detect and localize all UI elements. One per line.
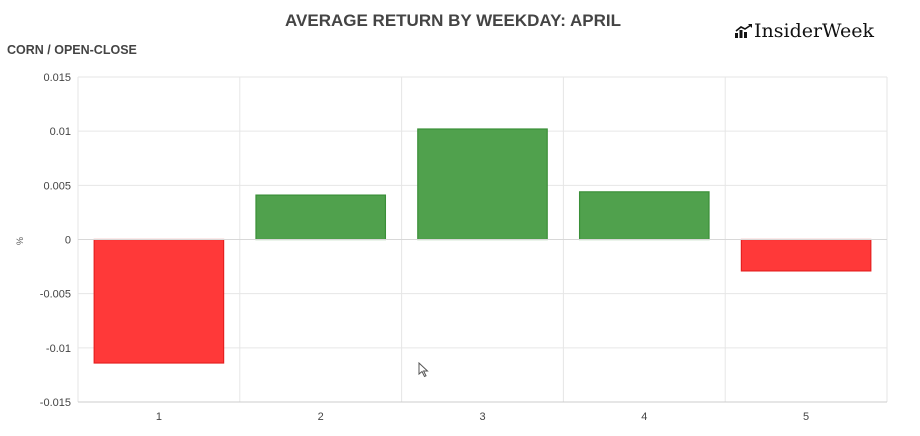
y-tick-label: -0.01	[46, 343, 71, 355]
bar-weekday-2	[255, 194, 387, 241]
y-tick-label: 0.005	[43, 180, 71, 192]
chart-title: AVERAGE RETURN BY WEEKDAY: APRIL	[285, 11, 621, 30]
mouse-cursor-icon	[418, 362, 429, 378]
x-tick-label: 3	[479, 411, 485, 423]
bar-weekday-4	[578, 191, 710, 241]
bar-weekday-1	[93, 238, 225, 364]
x-tick-label: 5	[803, 411, 809, 423]
y-tick-label: 0.01	[50, 126, 71, 138]
x-tick-label: 1	[156, 411, 162, 423]
x-tick-label: 4	[641, 411, 647, 423]
chart-trend-icon	[735, 24, 752, 38]
bar-weekday-3	[417, 128, 548, 241]
y-tick-label: 0	[65, 235, 71, 247]
x-tick-label: 2	[318, 411, 324, 423]
y-tick-label: -0.015	[40, 397, 71, 409]
y-tick-label: -0.005	[40, 289, 71, 301]
insiderweek-logo[interactable]: InsiderWeek	[735, 20, 874, 42]
chart-subtitle: CORN / OPEN-CLOSE	[7, 43, 137, 57]
y-tick-label: 0.015	[43, 72, 71, 84]
bar-weekday-5	[740, 238, 872, 272]
logo-text: InsiderWeek	[754, 20, 875, 42]
